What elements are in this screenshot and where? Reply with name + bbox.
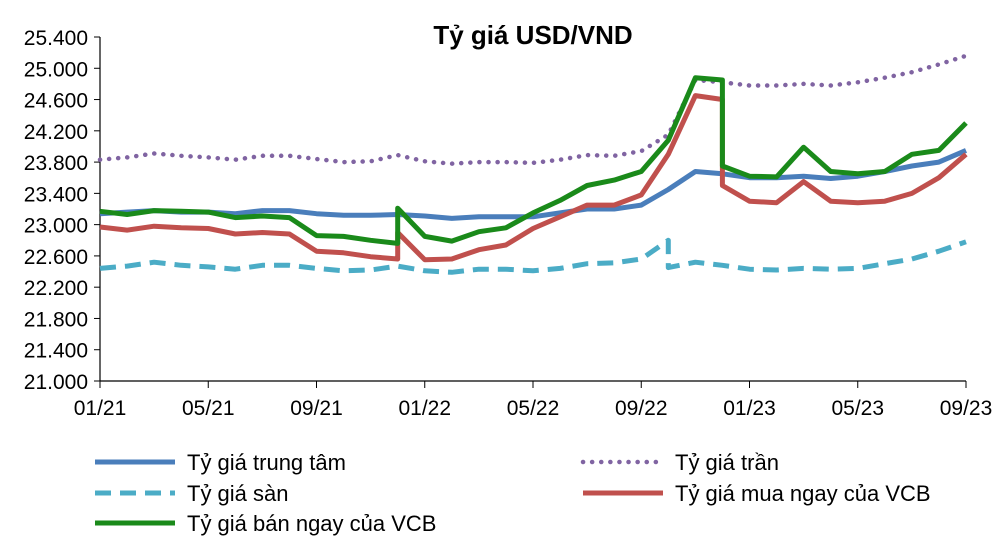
x-tick-label: 05/21 <box>182 397 235 420</box>
y-tick-label: 22.200 <box>24 277 88 300</box>
legend-label-1: Tỷ giá trung tâm <box>187 450 346 475</box>
x-tick-label: 01/21 <box>74 397 127 420</box>
legend-label-5: Tỷ giá bán ngay của VCB <box>187 511 436 536</box>
y-tick-label: 23.800 <box>24 152 88 175</box>
series-line-5 <box>99 75 968 246</box>
y-tick-label: 25.400 <box>24 27 88 50</box>
x-tick-label: 05/23 <box>831 397 884 420</box>
legend: Tỷ giá trung tâm Tỷ giá trần Tỷ giá sàn Tỷ … <box>95 450 931 536</box>
y-tick-label: 25.000 <box>24 58 88 81</box>
x-tick-label: 09/21 <box>290 397 343 420</box>
y-tick-label: 23.400 <box>24 183 88 206</box>
legend-label-3: Tỷ giá sàn <box>187 481 289 506</box>
x-tick-label: 05/22 <box>507 397 560 420</box>
x-tick-label: 09/23 <box>940 397 993 420</box>
y-tick-label: 22.600 <box>24 246 88 269</box>
y-tick-label: 21.000 <box>24 371 88 394</box>
chart-title: Tỷ giá USD/VND <box>433 20 632 50</box>
x-tick-label: 01/22 <box>398 397 451 420</box>
legend-label-2: Tỷ giá trần <box>675 450 779 475</box>
series-line-3 <box>99 237 967 275</box>
axes: 21.000 21.400 21.800 22.200 22.600 23.000 23.4… <box>24 27 993 420</box>
x-tick-label: 09/22 <box>615 397 668 420</box>
series-line-1 <box>99 148 967 221</box>
series-line-2 <box>97 53 969 166</box>
y-tick-label: 23.000 <box>24 215 88 238</box>
y-tick-label: 24.600 <box>24 90 88 113</box>
x-tick-label: 01/23 <box>723 397 776 420</box>
y-tick-label: 24.200 <box>24 121 88 144</box>
series-layer <box>97 53 969 275</box>
y-tick-label: 21.400 <box>24 340 88 363</box>
series-line-4 <box>99 93 968 263</box>
y-tick-label: 21.800 <box>24 308 88 331</box>
legend-label-4: Tỷ giá mua ngay của VCB <box>675 481 931 506</box>
